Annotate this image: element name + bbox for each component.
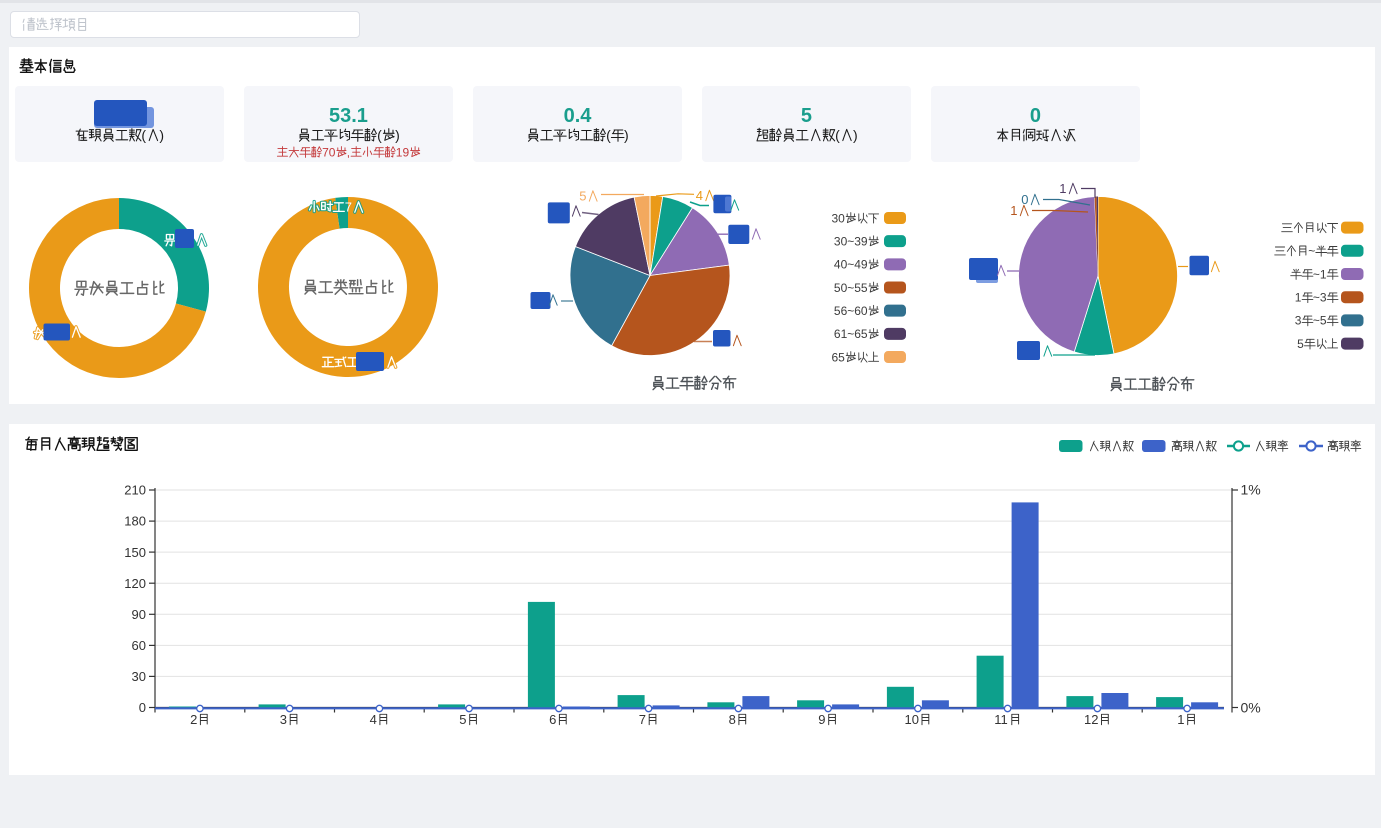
svg-text:19: 19 [396, 145, 410, 159]
svg-text:): ) [853, 127, 858, 143]
svg-text:1: 1 [1059, 181, 1066, 196]
svg-text:30: 30 [132, 669, 146, 684]
svg-text:40~49: 40~49 [834, 258, 868, 272]
svg-text:3: 3 [1295, 314, 1302, 328]
svg-text:1: 1 [1177, 712, 1184, 727]
svg-text:12: 12 [1084, 712, 1098, 727]
svg-text:0: 0 [1030, 105, 1041, 127]
svg-text:0: 0 [1021, 192, 1028, 207]
svg-text:): ) [624, 127, 629, 143]
svg-text:~3: ~3 [1313, 291, 1327, 305]
svg-text:30: 30 [832, 211, 846, 225]
svg-text:90: 90 [132, 607, 146, 622]
svg-text:0.4: 0.4 [564, 105, 593, 127]
svg-text:): ) [159, 127, 164, 143]
svg-text:~: ~ [1308, 244, 1315, 258]
svg-text:61~65: 61~65 [834, 327, 868, 341]
svg-text:(: ( [377, 127, 382, 143]
svg-text:1%: 1% [1241, 482, 1261, 498]
svg-text:30~39: 30~39 [834, 234, 868, 248]
svg-text:(: ( [835, 127, 840, 143]
svg-text:180: 180 [124, 514, 146, 529]
svg-text:11: 11 [994, 712, 1008, 727]
svg-text:9: 9 [818, 712, 825, 727]
svg-text:4: 4 [370, 712, 377, 727]
svg-text:7: 7 [345, 200, 352, 215]
svg-text:1: 1 [1295, 291, 1302, 305]
svg-text:~5: ~5 [1313, 314, 1327, 328]
svg-text:150: 150 [124, 545, 146, 560]
svg-text:5: 5 [801, 105, 812, 127]
svg-text:5: 5 [579, 189, 586, 204]
svg-text:53.1: 53.1 [329, 105, 368, 127]
svg-text:60: 60 [132, 638, 146, 653]
svg-text:10: 10 [905, 712, 919, 727]
svg-text:): ) [395, 127, 400, 143]
svg-text:5: 5 [459, 712, 466, 727]
svg-text:7: 7 [639, 712, 646, 727]
svg-text:210: 210 [124, 483, 146, 498]
svg-text:6: 6 [549, 712, 556, 727]
svg-text:8: 8 [729, 712, 736, 727]
svg-text:7: 7 [345, 200, 352, 215]
svg-text:50~55: 50~55 [834, 281, 868, 295]
svg-text:70: 70 [322, 145, 336, 159]
svg-text:65: 65 [832, 350, 846, 364]
svg-text:5: 5 [1297, 337, 1304, 351]
svg-text:(: ( [141, 127, 146, 143]
svg-text:~1: ~1 [1313, 267, 1327, 281]
svg-text:0%: 0% [1241, 700, 1261, 716]
svg-text:56~60: 56~60 [834, 304, 868, 318]
svg-text:0: 0 [139, 700, 146, 715]
svg-text:(: ( [606, 127, 611, 143]
svg-text:1: 1 [1010, 203, 1017, 218]
svg-text:4: 4 [696, 188, 703, 203]
svg-text:120: 120 [124, 576, 146, 591]
svg-text:2: 2 [190, 712, 197, 727]
svg-text:,: , [347, 145, 350, 159]
svg-text:3: 3 [280, 712, 287, 727]
